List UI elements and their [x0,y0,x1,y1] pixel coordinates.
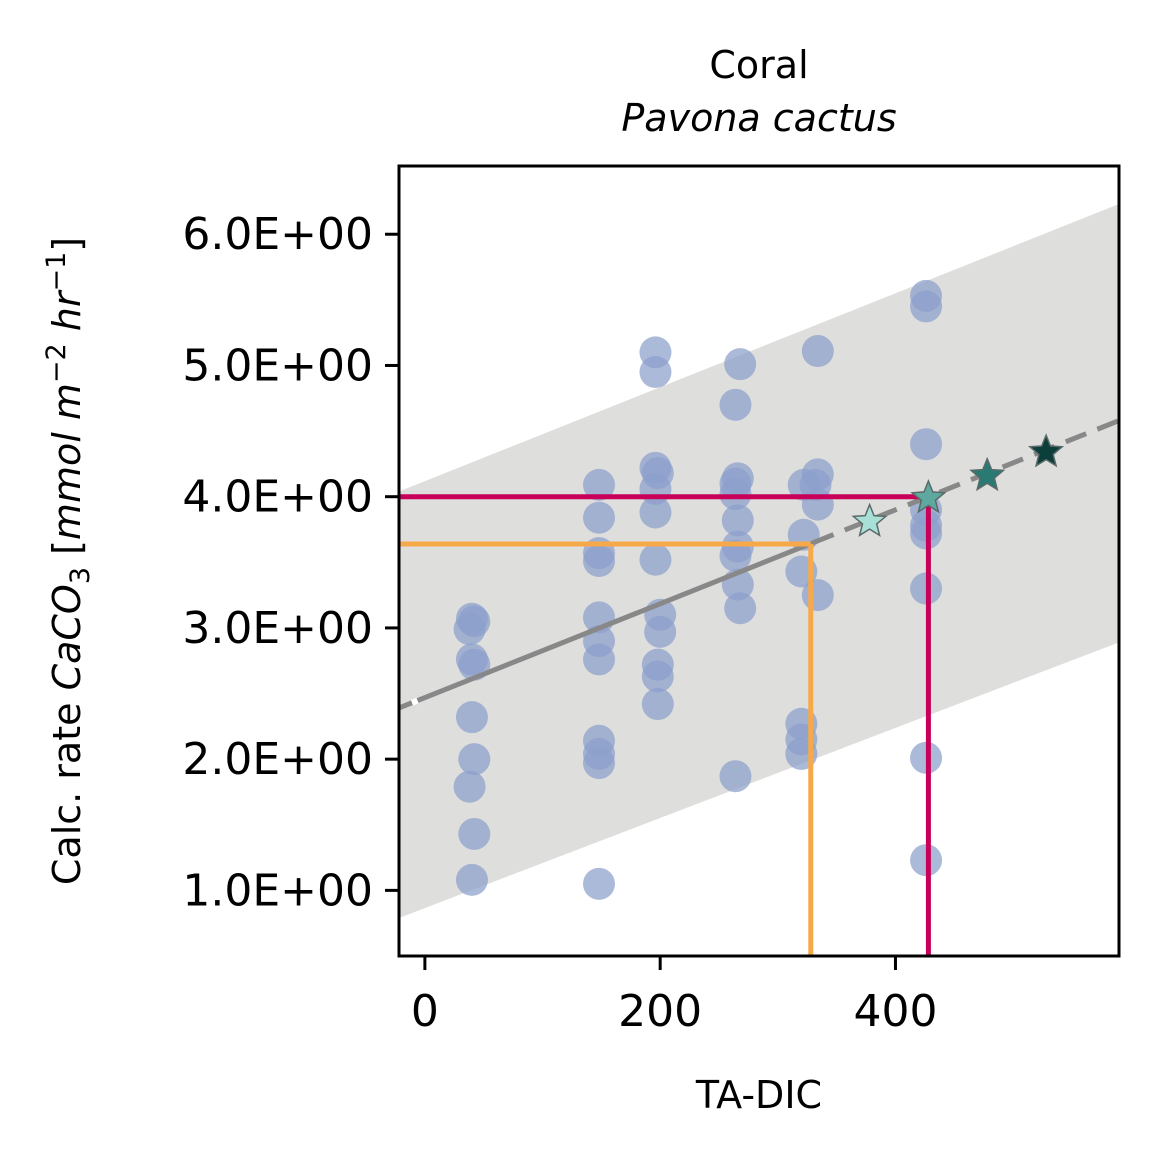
data-point [583,501,615,534]
prediction-markers [851,433,1065,538]
star-marker [969,456,1006,492]
y-tick-label: 6.0E+00 [182,209,373,260]
y-tick-label: 2.0E+00 [182,734,373,785]
chart-subtitle: Pavona cactus [621,96,896,140]
data-point [801,579,834,612]
data-point [458,743,491,776]
data-point [453,770,486,803]
x-tick-label: 400 [853,986,937,1037]
chart-title: Coral [709,43,808,87]
data-point [721,504,754,537]
y-tick-label: 4.0E+00 [182,472,373,523]
data-points [453,279,943,900]
y-axis: 1.0E+00 2.0E+00 3.0E+00 4.0E+00 5.0E+00 6.0E+… [182,209,399,916]
data-point [724,592,757,625]
x-axis: 0 200 400 [411,956,937,1037]
data-point [641,688,674,721]
x-axis-label: TA-DIC [695,1073,822,1117]
plot-area [399,204,1119,956]
data-point [639,543,672,576]
data-point [801,335,834,368]
star-marker [910,478,947,514]
y-tick-label: 3.0E+00 [182,603,373,654]
data-point [583,867,615,900]
x-tick-label: 200 [618,986,702,1037]
reference-lines [399,494,931,956]
data-point [583,643,615,676]
y-axis-label: Calc. rate CaCO3 [mmol m−2 hr−1] [41,237,96,885]
data-point [641,660,674,693]
data-point [724,348,757,381]
x-tick-label: 0 [411,986,439,1037]
data-point [910,290,943,323]
y-tick-label: 5.0E+00 [182,340,373,391]
data-point [644,615,677,648]
data-point [639,496,672,529]
y-tick-label: 1.0E+00 [182,865,373,916]
data-point [455,863,488,896]
data-point [583,545,615,577]
data-point [583,468,615,501]
data-point [583,747,615,780]
data-point [639,356,672,389]
regression-line [399,540,815,711]
data-point [455,701,488,734]
star-marker [1027,433,1065,468]
data-point [453,613,486,646]
plot-frame [397,164,1121,958]
data-point [787,468,820,501]
star-marker [851,502,888,538]
data-point [910,428,943,461]
prediction-band [399,204,1119,918]
data-point [719,388,752,421]
data-point [458,817,491,850]
data-point [719,760,752,793]
data-point [719,478,752,511]
data-point [719,539,752,572]
